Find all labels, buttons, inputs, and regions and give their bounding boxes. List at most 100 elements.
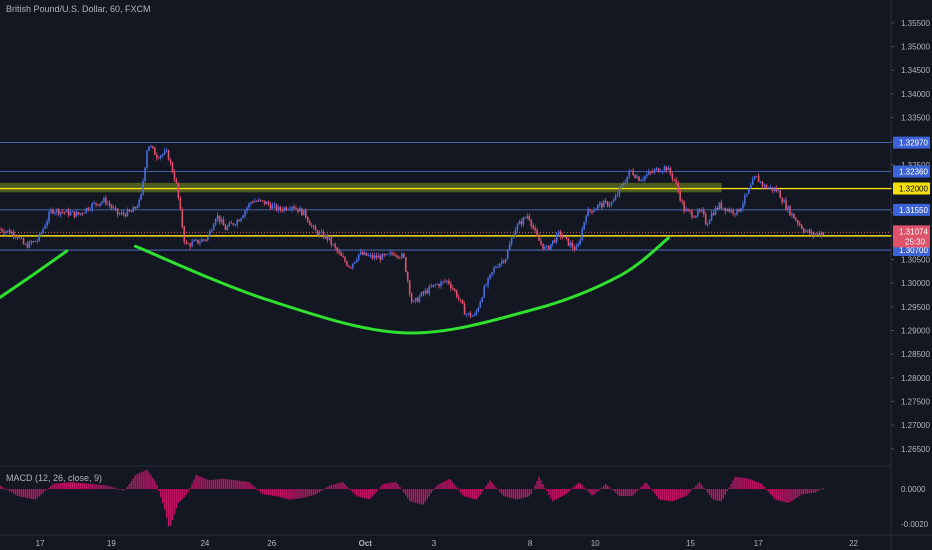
candle-body [769,187,772,189]
macd-histogram-bar [728,487,730,490]
macd-histogram-bar [56,483,58,490]
candle-body [24,244,27,245]
macd-histogram-bar [473,489,476,500]
candle-body [42,228,44,233]
candle-body [273,204,276,206]
candle-body [240,218,242,222]
macd-histogram-bar [718,489,721,501]
macd-histogram-bar [650,488,652,490]
candle-body [624,182,627,185]
candle-body [48,212,50,222]
macd-histogram-bar [648,485,650,490]
candle-body [432,284,435,287]
candle-body [267,201,270,205]
candle-body [216,215,219,220]
macd-histogram-bar [501,489,503,495]
candle-body [261,200,264,202]
macd-histogram-bar [291,489,293,500]
macd-histogram-bar [373,489,376,495]
macd-histogram-bar [744,478,746,490]
candle-body [171,162,174,173]
macd-histogram-bar [289,489,291,500]
macd-histogram-bar [63,482,66,490]
macd-histogram-bar [628,489,630,497]
candle-body [132,207,135,213]
candle-body [536,230,538,237]
candle-body [440,281,442,287]
macd-histogram-bar [40,489,42,495]
candle-body [379,255,382,260]
candle-body [649,171,652,173]
macd-histogram-bar [332,484,334,490]
macd-histogram-bar [671,489,674,502]
candle-body [397,255,399,258]
candle-body [455,290,458,297]
macd-histogram-bar [655,489,658,497]
macd-histogram-bar [699,482,701,490]
macd-histogram-bar [34,489,36,500]
macd-histogram-bar [171,489,174,520]
candle-body [75,212,78,217]
candle-body [420,292,423,297]
candle-body [755,176,758,177]
macd-histogram-bar [632,489,634,496]
macd-histogram-bar [154,480,156,490]
price-tick-label: 1.35000 [901,43,930,52]
macd-histogram-bar [130,481,133,490]
macd-histogram-bar [567,489,570,492]
level-price-label: 1.32360 [899,168,928,177]
macd-histogram-bar [485,485,487,490]
candle-body [234,224,237,226]
macd-histogram-bar [140,472,142,490]
time-tick-label: 8 [528,539,533,548]
candle-body [122,212,125,215]
candle-body [644,176,646,180]
time-tick-label: 3 [432,539,437,548]
macd-histogram-bar [279,489,282,498]
candle-body [346,261,348,266]
candle-body [426,290,429,294]
macd-histogram-bar [136,474,138,490]
candle-body [728,208,730,212]
macd-histogram-bar [538,476,540,490]
time-tick-label: 15 [686,539,695,548]
macd-histogram-bar [518,489,521,499]
macd-histogram-bar [495,487,497,490]
candle-body [514,229,517,236]
horizontal-levels [0,142,891,251]
candle-body [446,280,448,282]
level-price-label: 1.30700 [899,246,928,255]
macd-histogram-bar [646,483,648,490]
candle-body [485,285,487,287]
macd-histogram-bar [83,483,85,490]
macd-histogram-bar [777,489,779,501]
candle-body [528,216,531,220]
macd-histogram-bar [397,484,399,490]
candle-body [410,293,413,302]
macd-histogram-bar [603,485,605,490]
candle-body [546,245,548,247]
macd-histogram-bar [418,489,421,504]
candle-body [201,239,203,243]
candle-body [65,209,68,213]
macd-histogram-bar [152,477,154,490]
green-arc-curve [0,249,69,299]
candle-body [812,231,815,236]
candle-body [404,257,407,272]
macd-histogram-bar [263,489,266,495]
macd-histogram-bar [310,489,313,496]
macd-histogram-bar [203,478,205,490]
candle-body [395,255,397,257]
macd-histogram-bar [11,489,13,493]
price-tick-label: 1.35500 [901,19,930,28]
macd-histogram-bar [211,479,213,490]
level-price-label-bg [893,165,930,178]
macd-histogram-bar [395,482,397,490]
candle-body [487,277,489,286]
macd-histogram-bar [128,483,131,490]
macd-histogram-bar [601,487,603,490]
macd-histogram-bar [622,489,625,497]
candle-body [626,176,629,183]
macd-histogram-bar [185,489,187,496]
macd-histogram-bar [652,489,654,491]
